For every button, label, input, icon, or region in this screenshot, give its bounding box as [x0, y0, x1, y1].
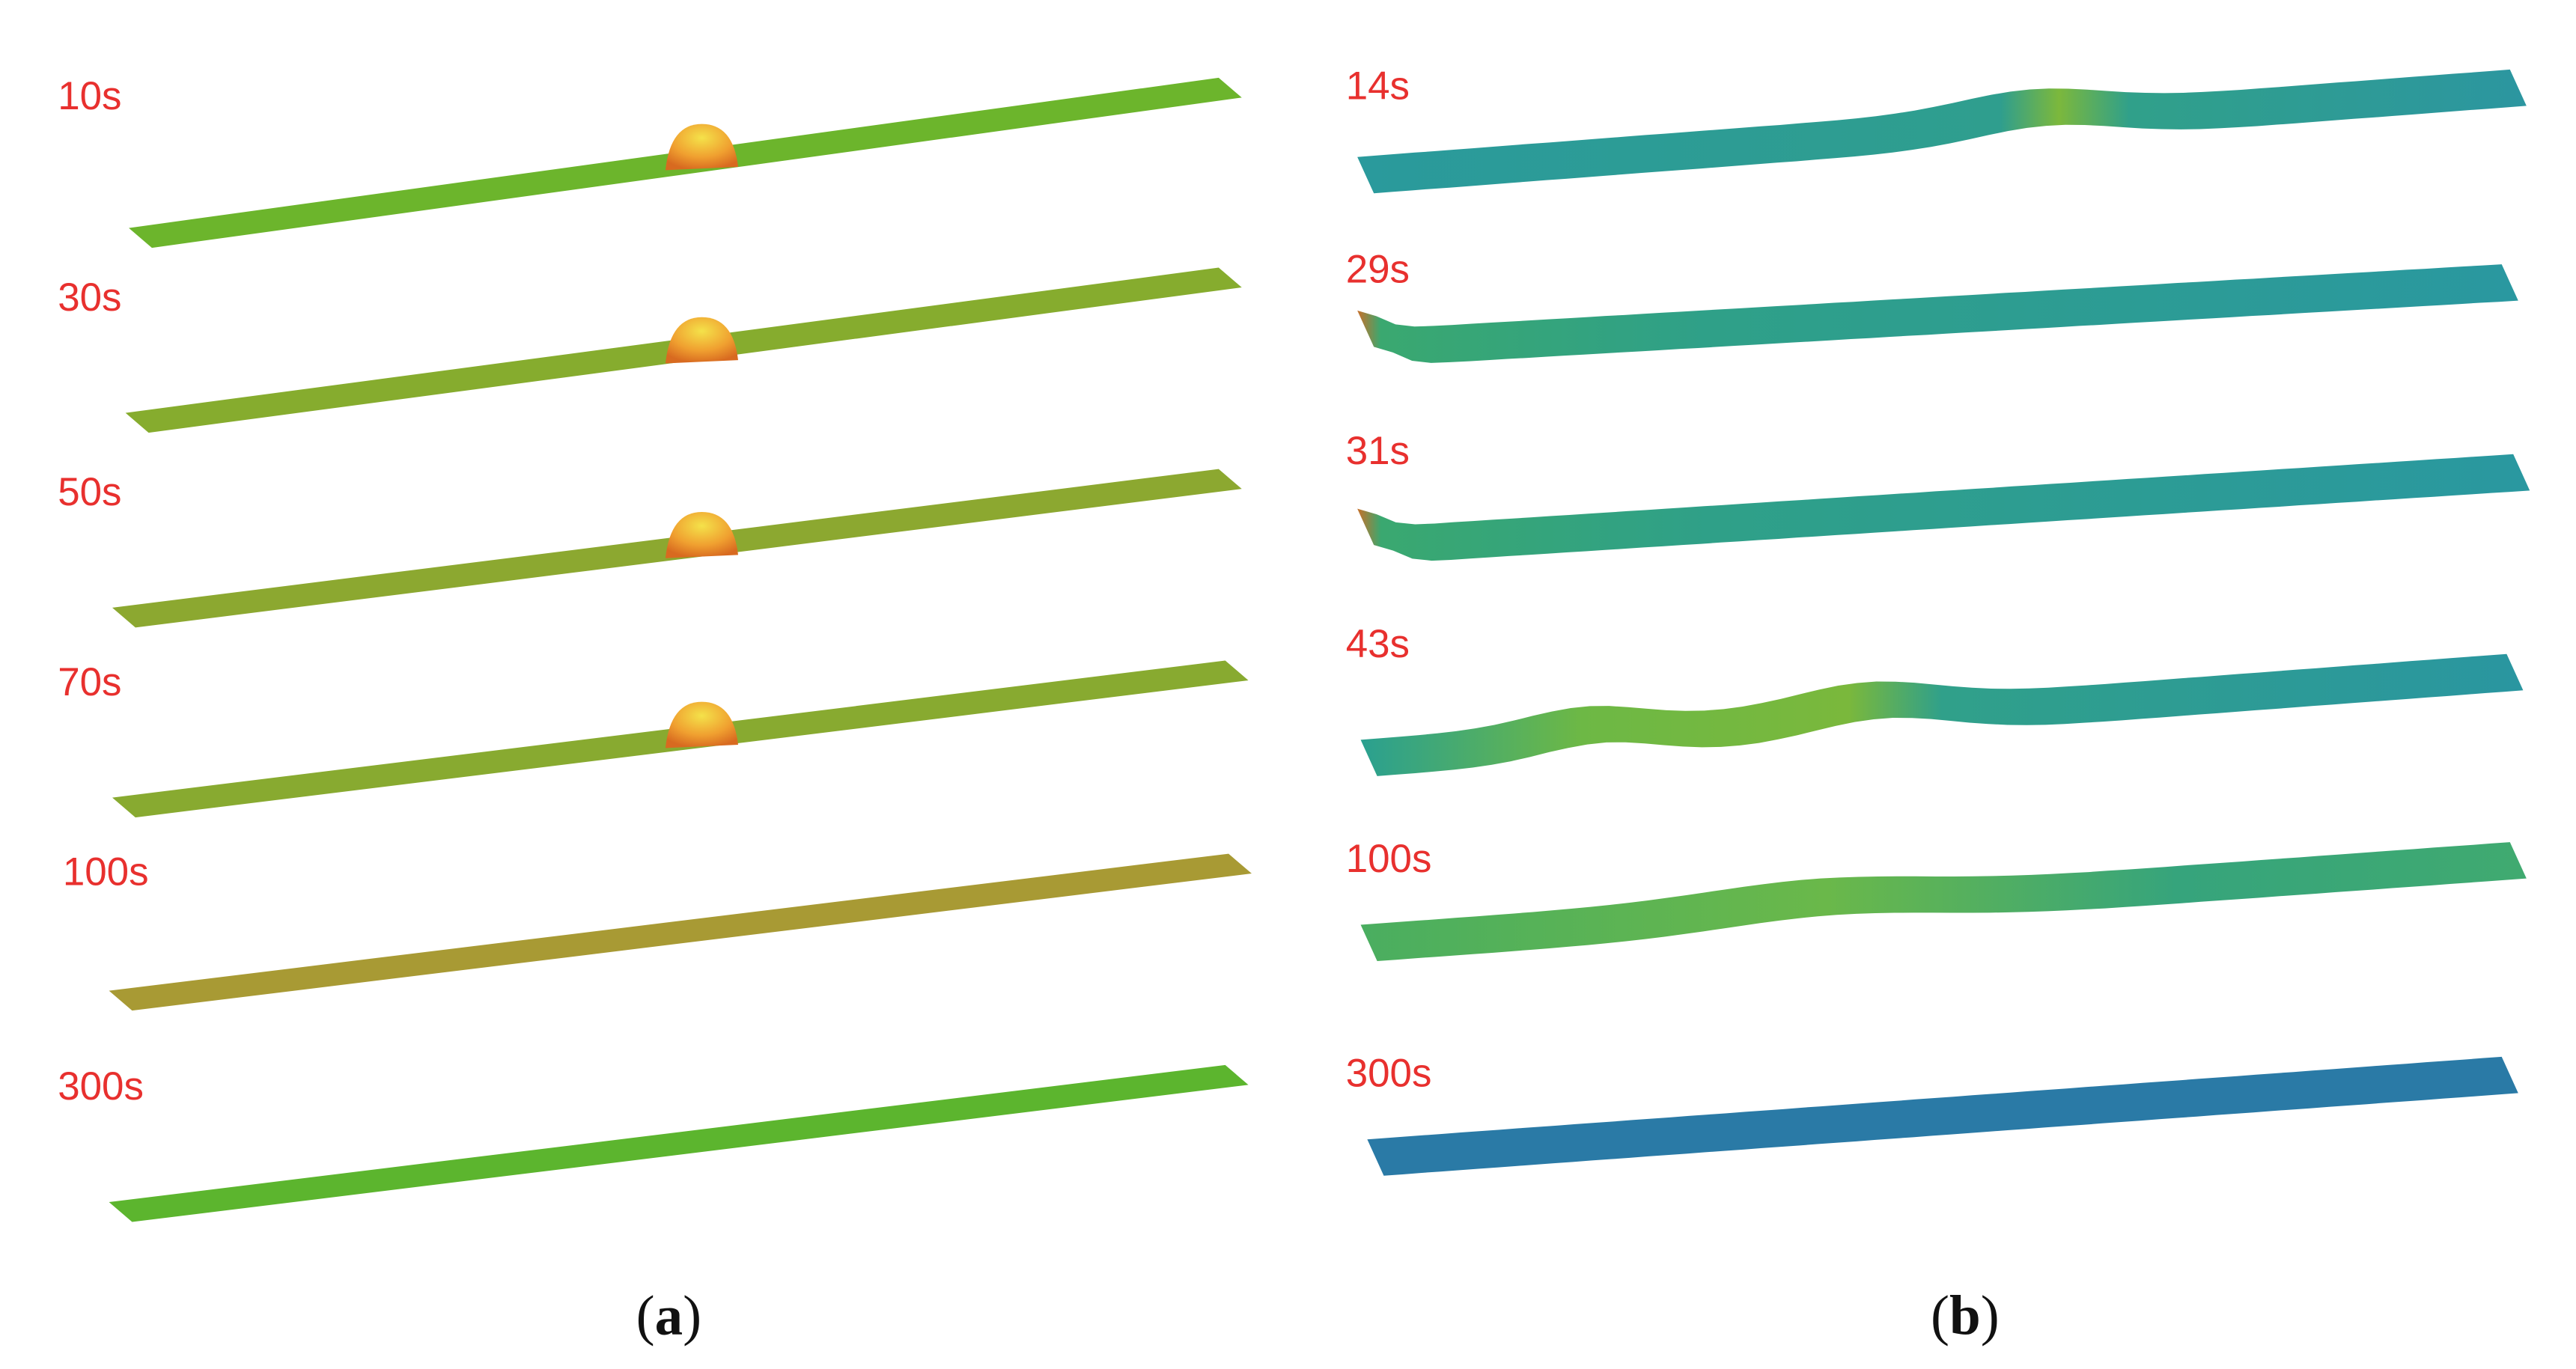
strip: [1360, 653, 2524, 776]
time-label: 70s: [58, 660, 121, 704]
panel-caption: (b): [1931, 1284, 2000, 1347]
time-label: 29s: [1346, 247, 1410, 291]
strips: [109, 69, 2530, 1222]
strip: [1357, 264, 2518, 363]
bump: [665, 317, 738, 364]
caption-part: (: [636, 1284, 655, 1347]
time-label: 10s: [58, 74, 121, 118]
strip: [109, 853, 1252, 1011]
time-label: 30s: [58, 275, 121, 320]
strip: [1367, 1056, 2518, 1176]
time-label: 31s: [1346, 429, 1410, 473]
caption-part: ): [683, 1284, 701, 1347]
caption-part: (: [1931, 1284, 1949, 1347]
time-label: 14s: [1346, 64, 1410, 109]
strip: [1357, 69, 2527, 194]
time-label: 43s: [1346, 622, 1410, 666]
bump: [665, 511, 738, 558]
strip: [1357, 454, 2530, 561]
time-label: 100s: [1346, 837, 1432, 881]
bump: [665, 124, 738, 171]
caption-part: b: [1949, 1284, 1981, 1347]
bump: [665, 701, 738, 748]
caption-part: ): [1981, 1284, 2000, 1347]
time-label: 100s: [63, 850, 149, 894]
strip: [1360, 842, 2527, 961]
caption-part: a: [655, 1284, 683, 1347]
panel-caption: (a): [636, 1284, 701, 1347]
time-label: 300s: [1346, 1052, 1432, 1096]
time-label: 50s: [58, 470, 121, 514]
time-label: 300s: [58, 1064, 144, 1109]
strip: [109, 1064, 1249, 1222]
